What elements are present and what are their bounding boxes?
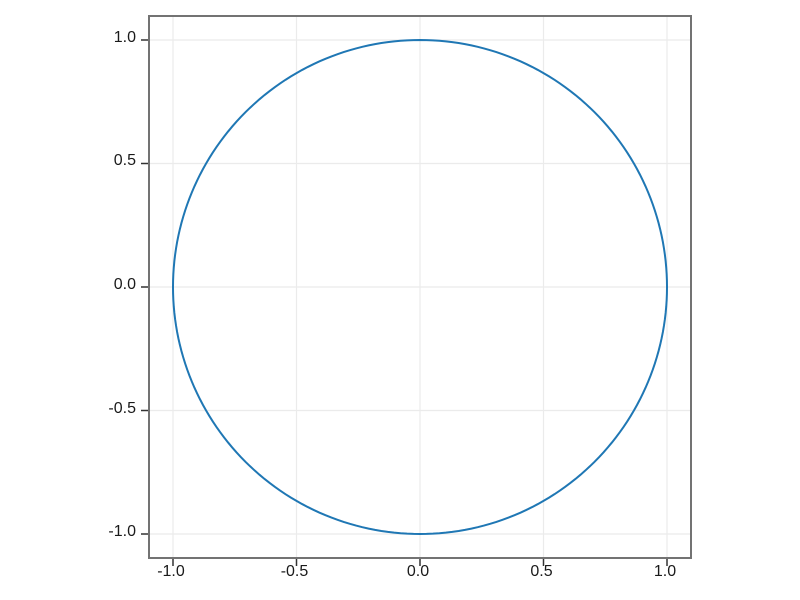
y-tick-label: -0.5 [108,399,136,417]
x-tick-label: -0.5 [280,563,309,580]
plot-area [141,15,692,566]
plot-svg [141,17,690,566]
series-unit-circle [171,38,668,536]
y-tick-label: 0.5 [113,152,136,170]
y-tick-label: 0.0 [113,276,136,293]
x-tick-label: 0.5 [530,563,553,580]
y-tick-label: 1.0 [113,28,136,46]
y-tick-label: -1.0 [108,523,136,540]
x-tick-label: 1.0 [653,563,677,580]
x-tick-label: -1.0 [157,563,185,580]
x-tick-label: 0.0 [406,563,430,580]
